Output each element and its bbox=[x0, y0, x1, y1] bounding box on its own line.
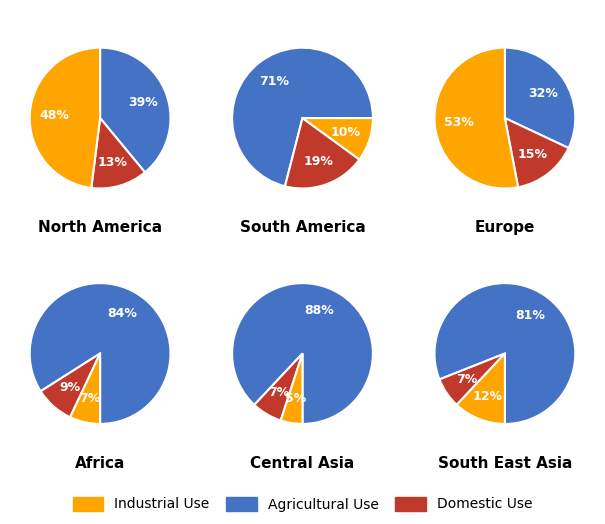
Text: Africa: Africa bbox=[75, 455, 125, 471]
Legend: Industrial Use, Agricultural Use, Domestic Use: Industrial Use, Agricultural Use, Domest… bbox=[67, 491, 538, 517]
Text: South East Asia: South East Asia bbox=[437, 455, 572, 471]
Text: 9%: 9% bbox=[59, 381, 80, 395]
Wedge shape bbox=[70, 354, 100, 424]
Text: 15%: 15% bbox=[518, 148, 548, 161]
Text: 5%: 5% bbox=[285, 392, 306, 405]
Wedge shape bbox=[505, 118, 569, 187]
Text: Central Asia: Central Asia bbox=[250, 455, 355, 471]
Text: 10%: 10% bbox=[331, 126, 361, 139]
Text: 7%: 7% bbox=[269, 386, 290, 399]
Wedge shape bbox=[505, 48, 575, 148]
Text: 48%: 48% bbox=[39, 108, 70, 122]
Wedge shape bbox=[91, 118, 145, 189]
Wedge shape bbox=[30, 48, 100, 188]
Wedge shape bbox=[439, 354, 505, 405]
Text: South America: South America bbox=[240, 220, 365, 235]
Wedge shape bbox=[434, 48, 518, 189]
Text: 53%: 53% bbox=[445, 116, 474, 129]
Wedge shape bbox=[232, 283, 373, 424]
Text: 32%: 32% bbox=[529, 87, 558, 100]
Text: 39%: 39% bbox=[128, 96, 158, 109]
Text: 13%: 13% bbox=[98, 156, 128, 169]
Wedge shape bbox=[434, 283, 575, 424]
Text: Europe: Europe bbox=[475, 220, 535, 235]
Text: 71%: 71% bbox=[260, 75, 289, 89]
Wedge shape bbox=[41, 354, 100, 417]
Text: 12%: 12% bbox=[473, 389, 503, 402]
Wedge shape bbox=[254, 354, 302, 420]
Wedge shape bbox=[100, 48, 171, 172]
Text: 19%: 19% bbox=[303, 155, 333, 168]
Wedge shape bbox=[302, 118, 373, 159]
Wedge shape bbox=[30, 283, 171, 424]
Text: 81%: 81% bbox=[515, 309, 546, 322]
Text: 7%: 7% bbox=[456, 373, 478, 386]
Text: North America: North America bbox=[38, 220, 162, 235]
Wedge shape bbox=[281, 354, 302, 424]
Text: 84%: 84% bbox=[107, 307, 137, 320]
Wedge shape bbox=[285, 118, 359, 189]
Text: 88%: 88% bbox=[304, 304, 334, 318]
Text: 7%: 7% bbox=[79, 391, 101, 405]
Wedge shape bbox=[457, 354, 505, 424]
Wedge shape bbox=[232, 48, 373, 186]
